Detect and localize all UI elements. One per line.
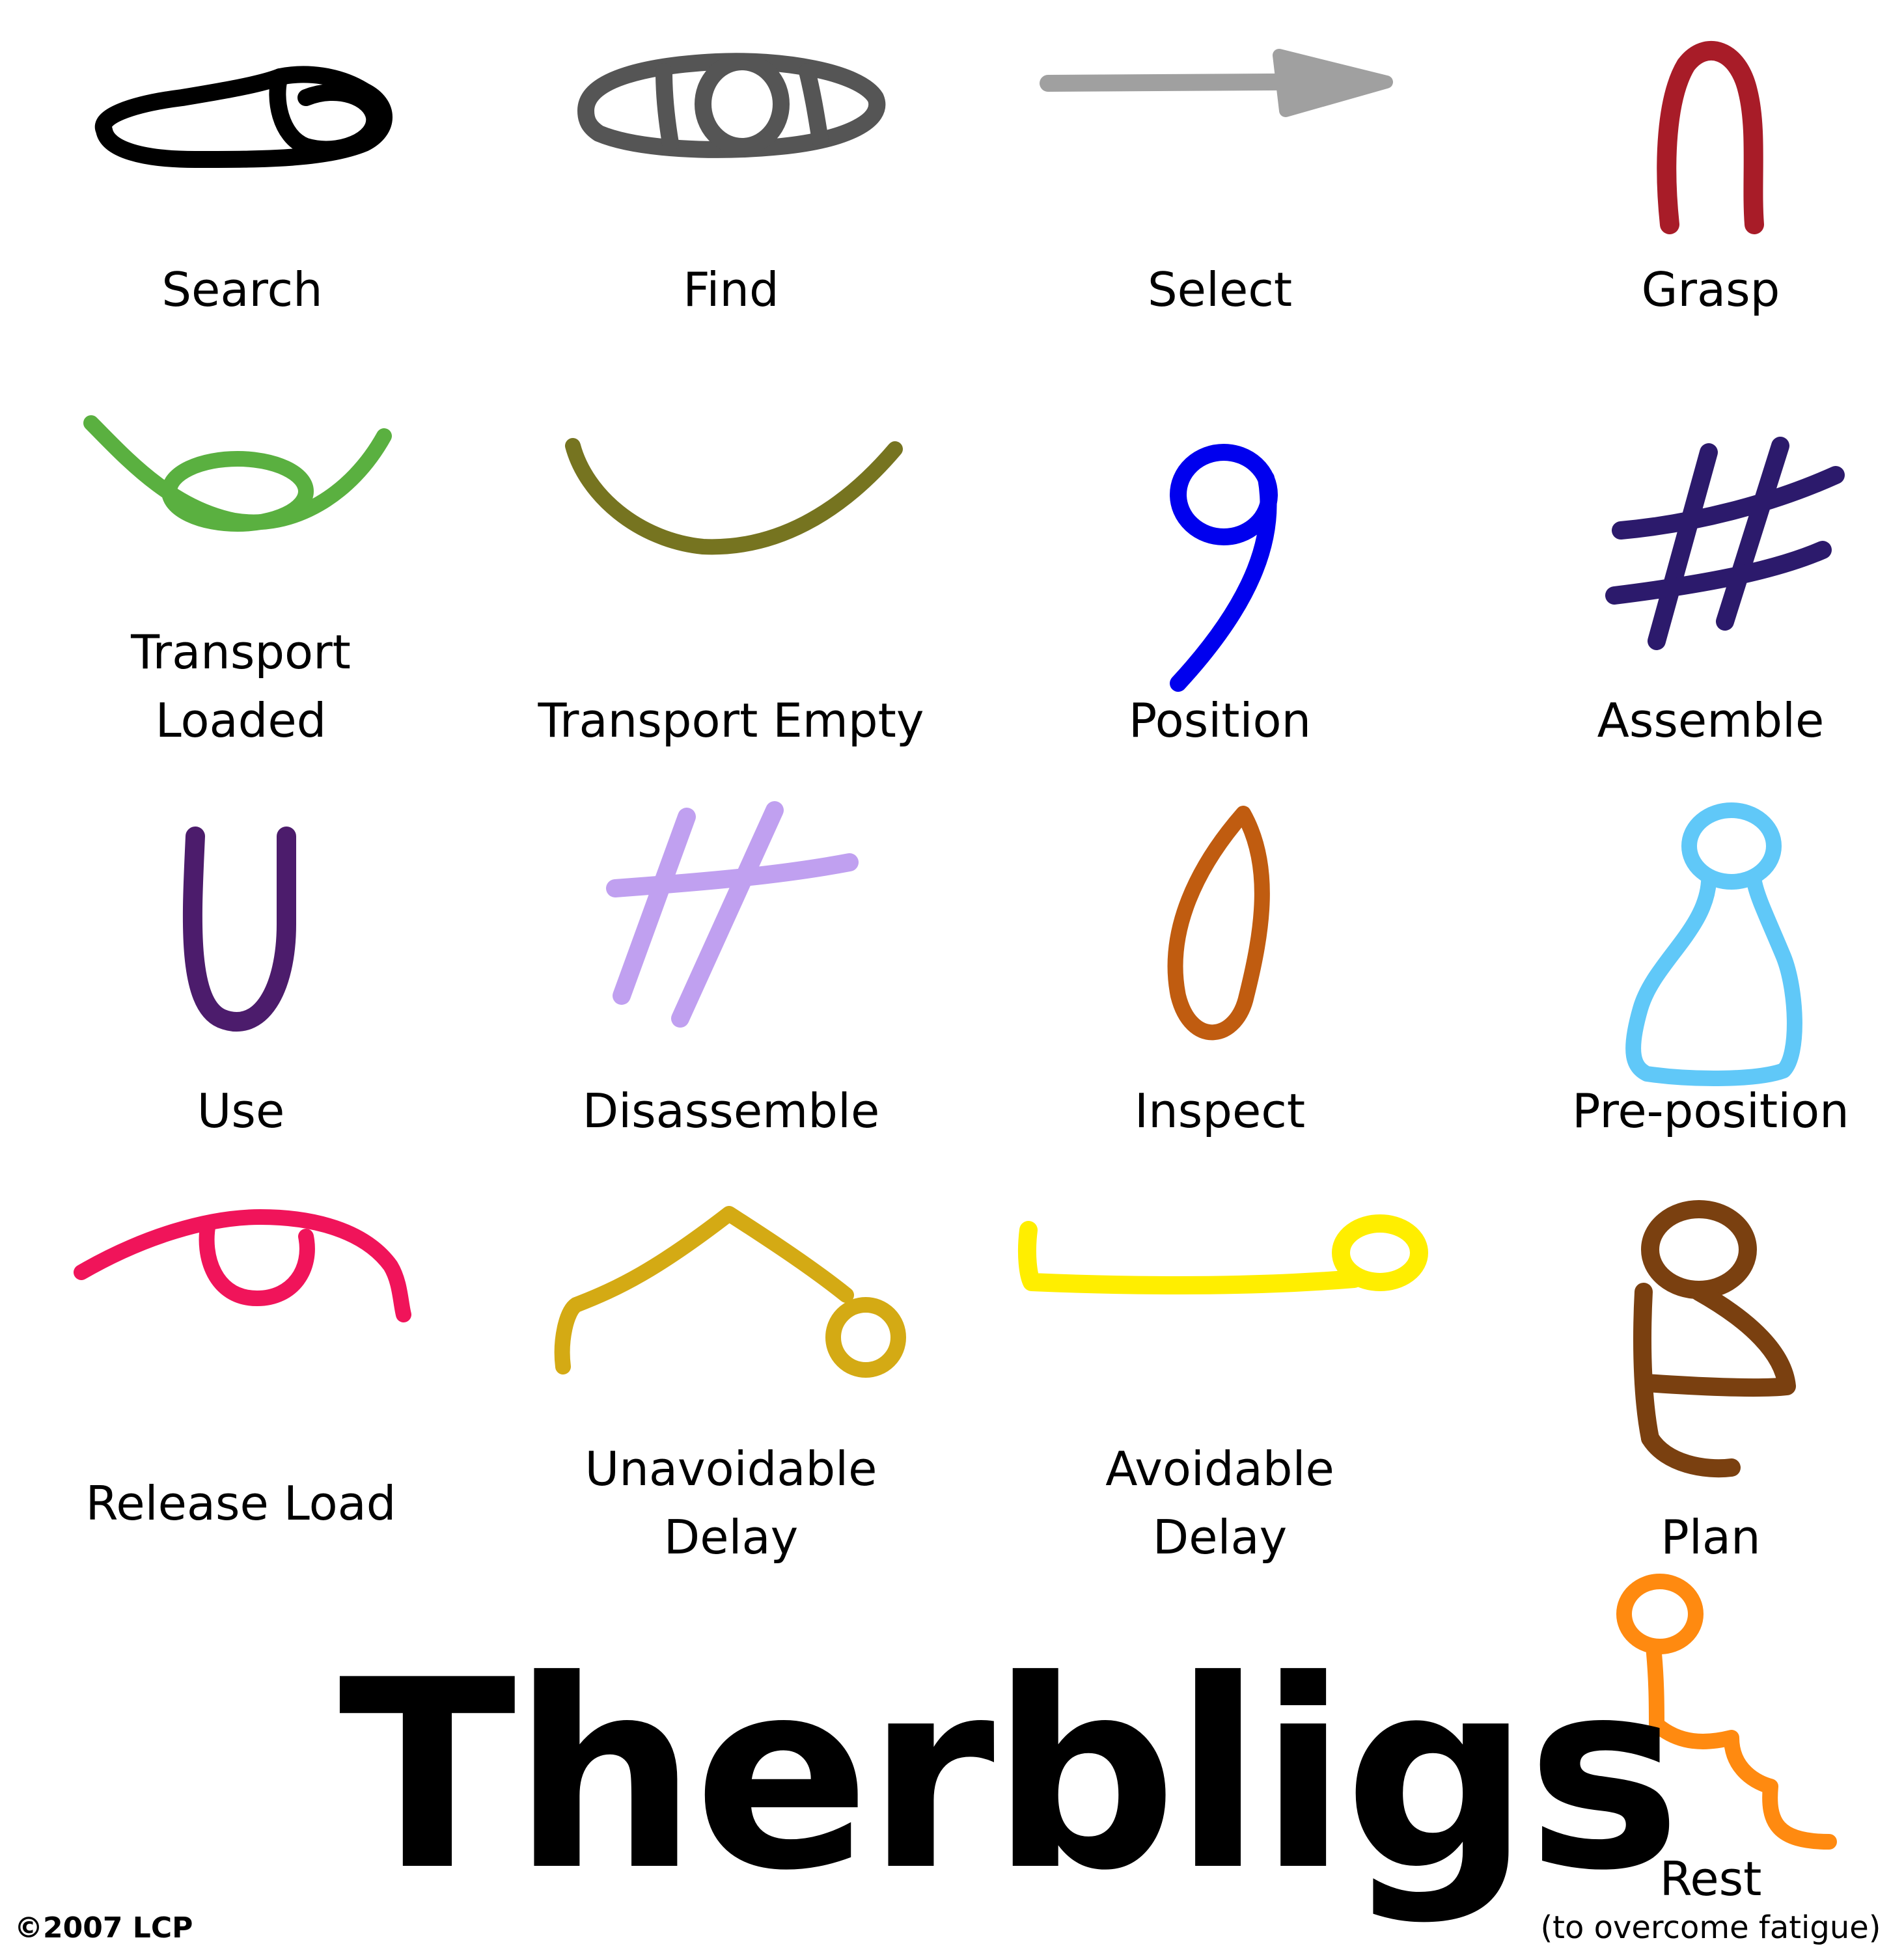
label-transport-loaded-line1: Transport <box>131 625 351 679</box>
label-select: Select <box>1147 262 1293 317</box>
pre-position-icon <box>1625 802 1802 1086</box>
label-use: Use <box>197 1084 285 1138</box>
transport-empty-icon <box>565 438 903 555</box>
release-load-icon <box>74 1209 411 1322</box>
use-icon <box>182 827 297 1032</box>
plan-icon <box>1633 1200 1796 1478</box>
label-rest: Rest <box>1659 1852 1762 1906</box>
label-assemble: Assemble <box>1597 693 1825 748</box>
label-find: Find <box>683 262 779 317</box>
find-icon <box>577 53 886 158</box>
label-rest-note: (to overcome fatigue) <box>1540 1909 1881 1946</box>
disassemble-icon <box>606 801 859 1028</box>
label-unavoidable-delay-line2: Delay <box>663 1510 799 1565</box>
label-plan: Plan <box>1661 1510 1761 1565</box>
label-pre-position: Pre-position <box>1572 1084 1849 1138</box>
page-title: Therbligs <box>338 1625 1681 1928</box>
label-transport-empty: Transport Empty <box>538 693 924 748</box>
label-release-load: Release Load <box>85 1476 396 1531</box>
rest-icon <box>1616 1574 1837 1850</box>
label-avoidable-delay-line2: Delay <box>1152 1510 1288 1565</box>
copyright-notice: ©2007 LCP <box>14 1911 193 1945</box>
transport-loaded-icon <box>83 415 392 532</box>
label-unavoidable-delay-line1: Unavoidable <box>585 1442 877 1496</box>
label-search: Search <box>161 262 323 317</box>
search-icon <box>94 66 393 168</box>
assemble-icon <box>1605 437 1845 650</box>
position-icon <box>1170 444 1278 692</box>
avoidable-delay-icon <box>1017 1214 1428 1294</box>
label-grasp: Grasp <box>1641 262 1780 317</box>
label-position: Position <box>1128 693 1312 748</box>
unavoidable-delay-icon <box>554 1206 906 1378</box>
label-inspect: Inspect <box>1134 1084 1306 1138</box>
label-transport-loaded-line2: Loaded <box>155 693 327 748</box>
label-avoidable-delay-line1: Avoidable <box>1105 1442 1334 1496</box>
inspect-icon <box>1167 806 1270 1041</box>
grasp-icon <box>1657 41 1764 234</box>
label-disassemble: Disassemble <box>582 1084 880 1138</box>
select-arrow-icon <box>1040 49 1393 117</box>
